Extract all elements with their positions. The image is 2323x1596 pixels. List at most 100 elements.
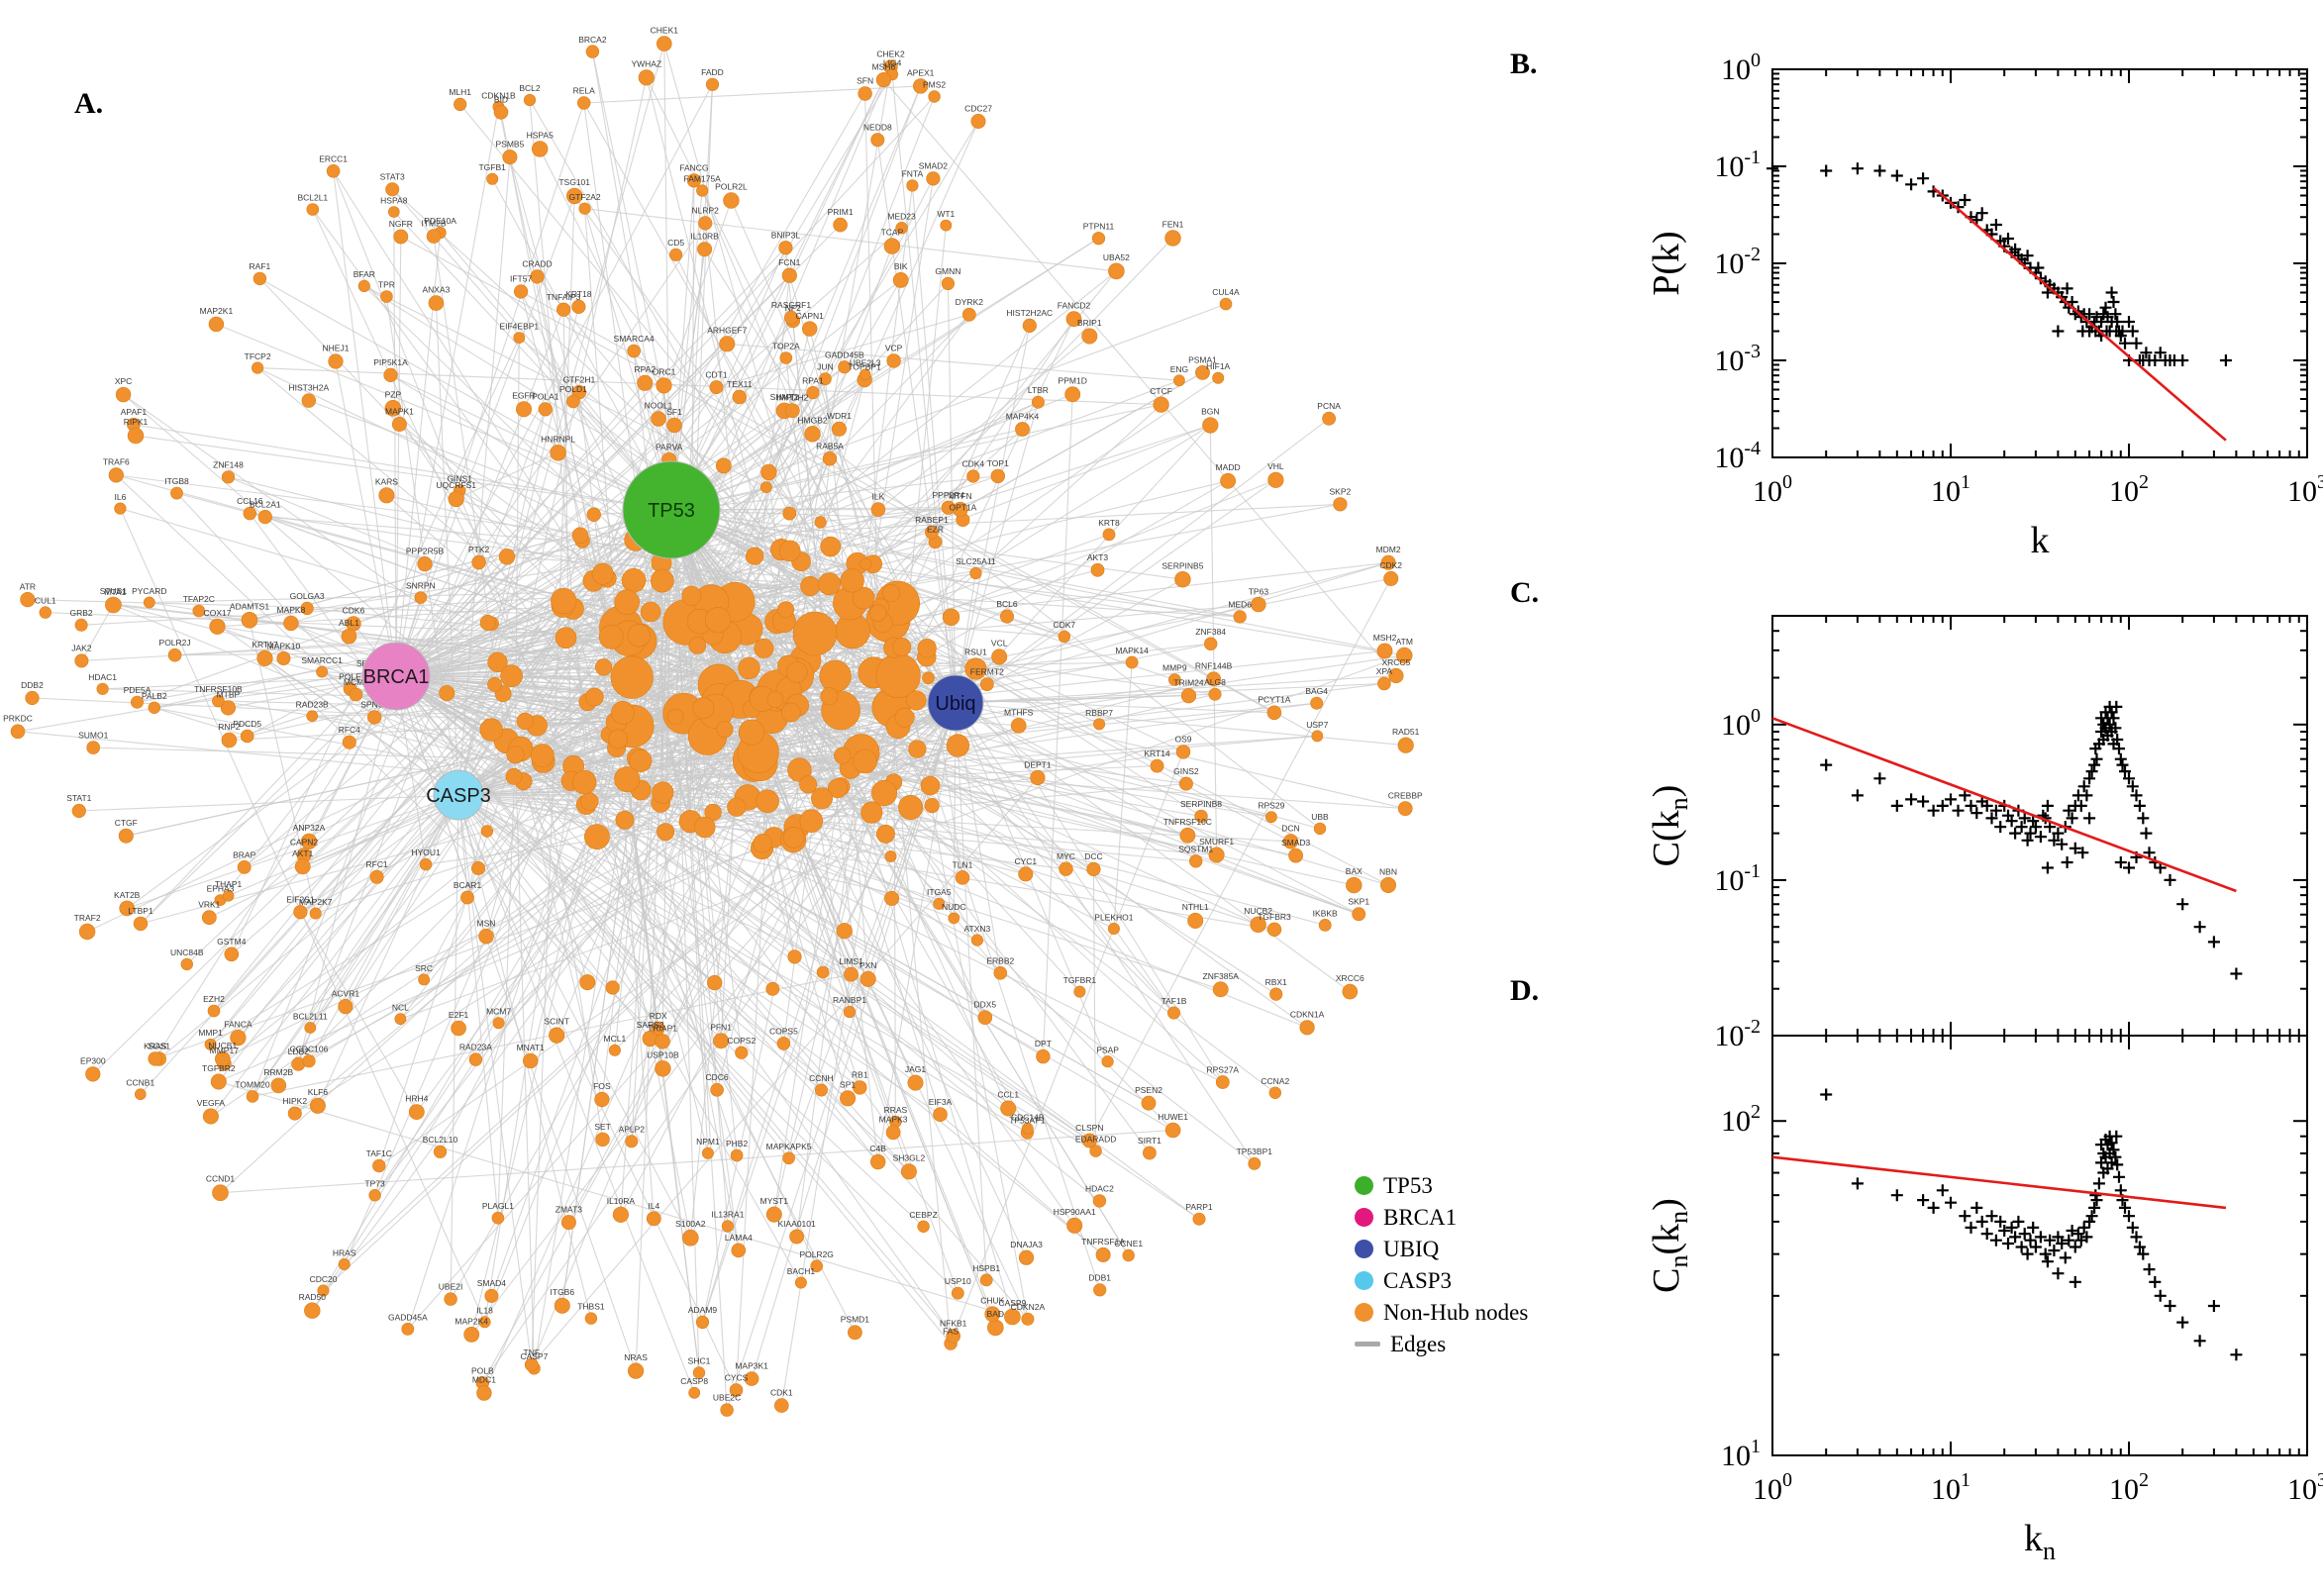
svg-text:NUCB2: NUCB2: [1244, 906, 1272, 916]
svg-text:SARS2: SARS2: [637, 1020, 664, 1030]
svg-text:SNRPN: SNRPN: [406, 581, 436, 591]
svg-text:TNFRSF10C: TNFRSF10C: [1163, 817, 1212, 827]
svg-text:MMP17: MMP17: [210, 1046, 240, 1055]
svg-text:HUWE1: HUWE1: [1158, 1112, 1188, 1122]
svg-text:TP73: TP73: [364, 1178, 385, 1188]
legend-label: Edges: [1390, 1332, 1447, 1356]
axis-ticks: [1771, 615, 2308, 1037]
svg-text:BAX: BAX: [1346, 866, 1363, 876]
svg-text:103: 103: [2287, 1469, 2323, 1506]
network-edges: [17, 43, 1406, 1411]
svg-text:XPA: XPA: [1376, 666, 1393, 676]
svg-text:RNF2: RNF2: [218, 722, 240, 732]
fit-line: [1932, 186, 2227, 442]
svg-text:HIPK2: HIPK2: [283, 1096, 308, 1106]
svg-text:KARS: KARS: [375, 477, 398, 487]
svg-text:POLR2G: POLR2G: [799, 1249, 834, 1259]
svg-text:AKT3: AKT3: [1087, 552, 1109, 562]
panel-b-label: B.: [1510, 48, 1538, 80]
svg-text:BAG4: BAG4: [1305, 686, 1328, 696]
chart-C: 10-2 10-1 100 C(kn): [1646, 615, 2308, 1052]
svg-text:ITGB8: ITGB8: [164, 476, 189, 486]
svg-text:STAT3: STAT3: [380, 172, 405, 182]
svg-text:102: 102: [2109, 1469, 2149, 1506]
svg-text:HDAC2: HDAC2: [1085, 1184, 1114, 1194]
svg-text:APLP2: APLP2: [619, 1125, 646, 1135]
svg-text:CCL1: CCL1: [997, 1090, 1019, 1100]
svg-text:CEBPZ: CEBPZ: [909, 1210, 937, 1220]
hub-label-brca1: BRCA1: [363, 666, 430, 688]
data-point-markers: [1820, 1088, 2243, 1361]
svg-text:CHUK: CHUK: [980, 1296, 1004, 1306]
svg-text:CDK1: CDK1: [770, 1388, 793, 1398]
svg-text:LIMS1: LIMS1: [839, 956, 863, 966]
svg-text:TRAF6: TRAF6: [103, 457, 130, 467]
svg-text:100: 100: [1753, 471, 1792, 508]
svg-text:PPM1D: PPM1D: [1059, 376, 1087, 386]
svg-text:CASP8: CASP8: [680, 1376, 708, 1386]
svg-text:HSP90AA1: HSP90AA1: [1054, 1207, 1096, 1217]
svg-text:LTBR: LTBR: [1028, 385, 1049, 395]
svg-text:BCL2L1: BCL2L1: [297, 193, 328, 203]
svg-text:ADAMTS1: ADAMTS1: [230, 601, 269, 611]
svg-text:RBX1: RBX1: [1265, 977, 1287, 987]
svg-text:MDM2: MDM2: [1376, 545, 1401, 554]
svg-text:FANCG: FANCG: [679, 162, 708, 172]
svg-text:CDK4: CDK4: [961, 459, 984, 469]
svg-text:MTBP: MTBP: [217, 690, 241, 700]
svg-text:NBN: NBN: [1379, 866, 1397, 876]
svg-text:RFC1: RFC1: [365, 859, 387, 869]
svg-text:PXN: PXN: [859, 960, 876, 970]
svg-text:MNAT1: MNAT1: [517, 1043, 545, 1052]
svg-text:BAD: BAD: [987, 1309, 1004, 1319]
svg-text:102: 102: [2109, 471, 2149, 508]
svg-text:MAP2K1: MAP2K1: [200, 306, 234, 316]
svg-text:RANBP1: RANBP1: [833, 995, 866, 1005]
svg-text:RAB5A: RAB5A: [816, 441, 844, 450]
svg-text:FANCA: FANCA: [224, 1019, 252, 1029]
svg-text:CREBBP: CREBBP: [1388, 791, 1423, 801]
svg-text:OPT1A: OPT1A: [949, 502, 976, 512]
svg-text:PLAGL1: PLAGL1: [482, 1201, 514, 1211]
svg-text:BCL2L10: BCL2L10: [423, 1135, 458, 1145]
svg-text:NCL: NCL: [392, 1003, 409, 1013]
svg-text:NUCB1: NUCB1: [208, 1041, 237, 1050]
svg-text:SMAD2: SMAD2: [919, 161, 949, 171]
svg-text:GMNN: GMNN: [935, 266, 960, 276]
svg-text:IL13RA1: IL13RA1: [711, 1210, 744, 1220]
svg-text:IFT57: IFT57: [510, 274, 532, 284]
svg-text:NTHL1: NTHL1: [1182, 902, 1209, 912]
svg-text:MED6: MED6: [1228, 600, 1252, 610]
svg-text:PLEKHO1: PLEKHO1: [1094, 912, 1133, 922]
svg-text:ERBB2: ERBB2: [986, 955, 1014, 965]
svg-text:RDX: RDX: [650, 1011, 667, 1021]
svg-text:POLR2L: POLR2L: [715, 182, 748, 192]
svg-text:SFN: SFN: [857, 76, 873, 86]
svg-text:100: 100: [1753, 1469, 1792, 1506]
svg-text:CDKN2A: CDKN2A: [1011, 1302, 1046, 1312]
svg-text:RRAS: RRAS: [884, 1105, 908, 1115]
network-hub-nodes: TP53 BRCA1 Ubiq CASP3: [361, 460, 984, 821]
svg-text:UNC84B: UNC84B: [170, 948, 204, 957]
svg-text:GADD45A: GADD45A: [388, 1312, 428, 1322]
svg-text:NHEJ1: NHEJ1: [323, 344, 350, 353]
svg-text:CD5: CD5: [667, 238, 684, 248]
svg-text:MSH2: MSH2: [1373, 633, 1397, 643]
svg-text:HIST3H2A: HIST3H2A: [288, 383, 329, 393]
svg-text:ALG8: ALG8: [1204, 677, 1226, 687]
svg-text:CDKN1A: CDKN1A: [1290, 1010, 1325, 1020]
hub-node-casp3: CASP3: [426, 769, 491, 821]
svg-text:SMARCA4: SMARCA4: [614, 334, 655, 344]
svg-text:SERPINB8: SERPINB8: [1180, 799, 1222, 809]
svg-text:SUMO1: SUMO1: [78, 731, 109, 741]
svg-text:IL6: IL6: [114, 492, 126, 502]
svg-text:E2F1: E2F1: [449, 1010, 469, 1020]
svg-text:JAK2: JAK2: [71, 644, 92, 653]
svg-text:PHB2: PHB2: [726, 1139, 748, 1148]
legend-dot-swatch: [1355, 1240, 1373, 1258]
svg-text:SCINT: SCINT: [544, 1017, 569, 1027]
svg-text:APAF1: APAF1: [121, 407, 148, 417]
svg-text:SHMT2: SHMT2: [770, 392, 799, 402]
svg-text:CCL16: CCL16: [237, 496, 263, 506]
